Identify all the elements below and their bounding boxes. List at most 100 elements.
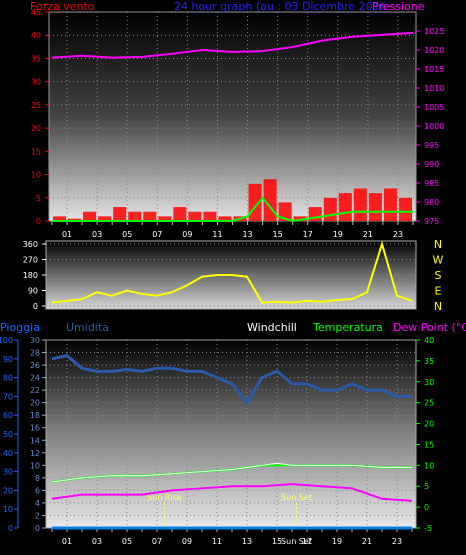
compass-label: S [435, 269, 442, 282]
wind-bar [53, 216, 67, 221]
wind-bar [368, 193, 382, 221]
y-tick-label: 1010 [424, 84, 444, 93]
y-tick-label: 1025 [424, 27, 444, 36]
x-tick-label: 15 [273, 230, 283, 239]
y-tick-label: 990 [424, 160, 439, 169]
wind-bar [398, 197, 412, 221]
y-tick-label: 2 [35, 511, 40, 520]
y-tick-label: 995 [424, 141, 439, 150]
y-tick-label: 30 [424, 378, 434, 387]
y-tick-label: 15 [31, 147, 41, 156]
humidity-temperature-panel: Pioggia Umidita Windchill Temperatura De… [0, 321, 466, 546]
x-tick-label: 17 [302, 537, 312, 546]
y-tick-label: 20 [424, 420, 434, 429]
y-tick-label: 26 [30, 361, 40, 370]
y-tick-label: 20 [3, 486, 13, 495]
wind-bar [128, 211, 142, 221]
y-tick-label: 12 [30, 449, 40, 458]
y-tick-label: 975 [424, 217, 439, 226]
dewpoint-line [51, 483, 413, 502]
wind-bar [353, 188, 367, 221]
y-tick-label: 25 [424, 399, 434, 408]
x-tick-label: 03 [92, 230, 102, 239]
y-tick-label: 10 [3, 505, 13, 514]
x-tick-label: 05 [122, 537, 132, 546]
y-tick-label: 25 [31, 101, 41, 110]
y-tick-label: 0 [35, 524, 40, 533]
wind-bar [218, 216, 232, 221]
y-tick-label: 24 [30, 374, 40, 383]
y-tick-label: 1005 [424, 103, 444, 112]
x-tick-label: 03 [92, 537, 102, 546]
y-tick-label: 4 [35, 499, 40, 508]
dewpoint-legend: Dew Point (°C) [393, 321, 466, 334]
humidity-temperature-plot-area [45, 339, 417, 529]
y-tick-label: 5 [36, 194, 41, 203]
wind-bar [383, 188, 397, 221]
wind-axis-title: Forza vento [30, 0, 95, 13]
x-tick-label: 19 [332, 537, 342, 546]
y-tick-label: 20 [31, 124, 41, 133]
x-tick-label: 15 [272, 537, 282, 546]
wind-pressure-panel: Forza vento 24 hour graph (au : 03 Dicem… [30, 0, 444, 239]
y-tick-label: 80 [3, 374, 13, 383]
y-tick-label: 10 [30, 461, 40, 470]
x-tick-label: 11 [212, 537, 222, 546]
y-tick-label: 1020 [424, 46, 444, 55]
y-tick-label: 20 [30, 399, 40, 408]
pressure-line [51, 31, 414, 59]
y-tick-label: 270 [23, 256, 38, 265]
y-tick-label: 35 [424, 357, 434, 366]
y-tick-label: 0 [33, 302, 38, 311]
y-tick-label: 40 [31, 31, 41, 40]
y-tick-label: 16 [30, 424, 40, 433]
x-tick-label: 23 [393, 230, 403, 239]
wind-bar [338, 193, 352, 221]
y-tick-label: 5 [424, 482, 429, 491]
y-tick-label: 0 [8, 524, 13, 533]
y-tick-label: 90 [28, 287, 38, 296]
y-tick-label: 0 [424, 503, 429, 512]
humidity-axis-title: Umidita [66, 321, 109, 334]
y-tick-label: 30 [30, 336, 40, 345]
wind-bar [293, 216, 307, 221]
wind-bar [158, 216, 172, 221]
wind-bar [68, 218, 82, 221]
y-tick-label: 28 [30, 349, 40, 358]
y-tick-label: -5 [424, 524, 432, 533]
wind-bar [143, 211, 157, 221]
y-tick-label: 10 [31, 171, 41, 180]
x-tick-label: 21 [363, 230, 373, 239]
pressure-axis-title: Pressione [372, 0, 425, 13]
x-tick-label: 05 [122, 230, 132, 239]
y-tick-label: 22 [30, 386, 40, 395]
sunset-label: Sun Set [281, 493, 312, 502]
x-tick-label: 13 [242, 230, 252, 239]
x-tick-label: 11 [212, 230, 222, 239]
compass-label: W [433, 254, 444, 267]
x-tick-label: 09 [182, 537, 192, 546]
y-tick-label: 35 [31, 54, 41, 63]
windchill-line [51, 462, 412, 483]
humidity-line [51, 354, 412, 406]
x-tick-label: 23 [392, 537, 402, 546]
y-tick-label: 0 [36, 217, 41, 226]
rain-axis-title: Pioggia [0, 321, 40, 334]
y-tick-label: 50 [3, 430, 13, 439]
graph-title: 24 hour graph (au : 03 Dicembre 2016 [174, 0, 387, 13]
wind-bar [98, 216, 112, 221]
x-tick-label: 09 [182, 230, 192, 239]
temperature-legend: Temperatura [312, 321, 383, 334]
compass-label: N [434, 238, 442, 251]
y-tick-label: 14 [30, 436, 40, 445]
compass-label: N [434, 300, 442, 313]
wind-bar [173, 207, 187, 221]
wind-pressure-plot-area [48, 11, 417, 222]
y-tick-label: 1015 [424, 65, 444, 74]
y-tick-label: 45 [31, 8, 41, 17]
y-tick-label: 10 [424, 461, 434, 470]
y-tick-label: 40 [3, 449, 13, 458]
wind-bar [113, 207, 127, 221]
